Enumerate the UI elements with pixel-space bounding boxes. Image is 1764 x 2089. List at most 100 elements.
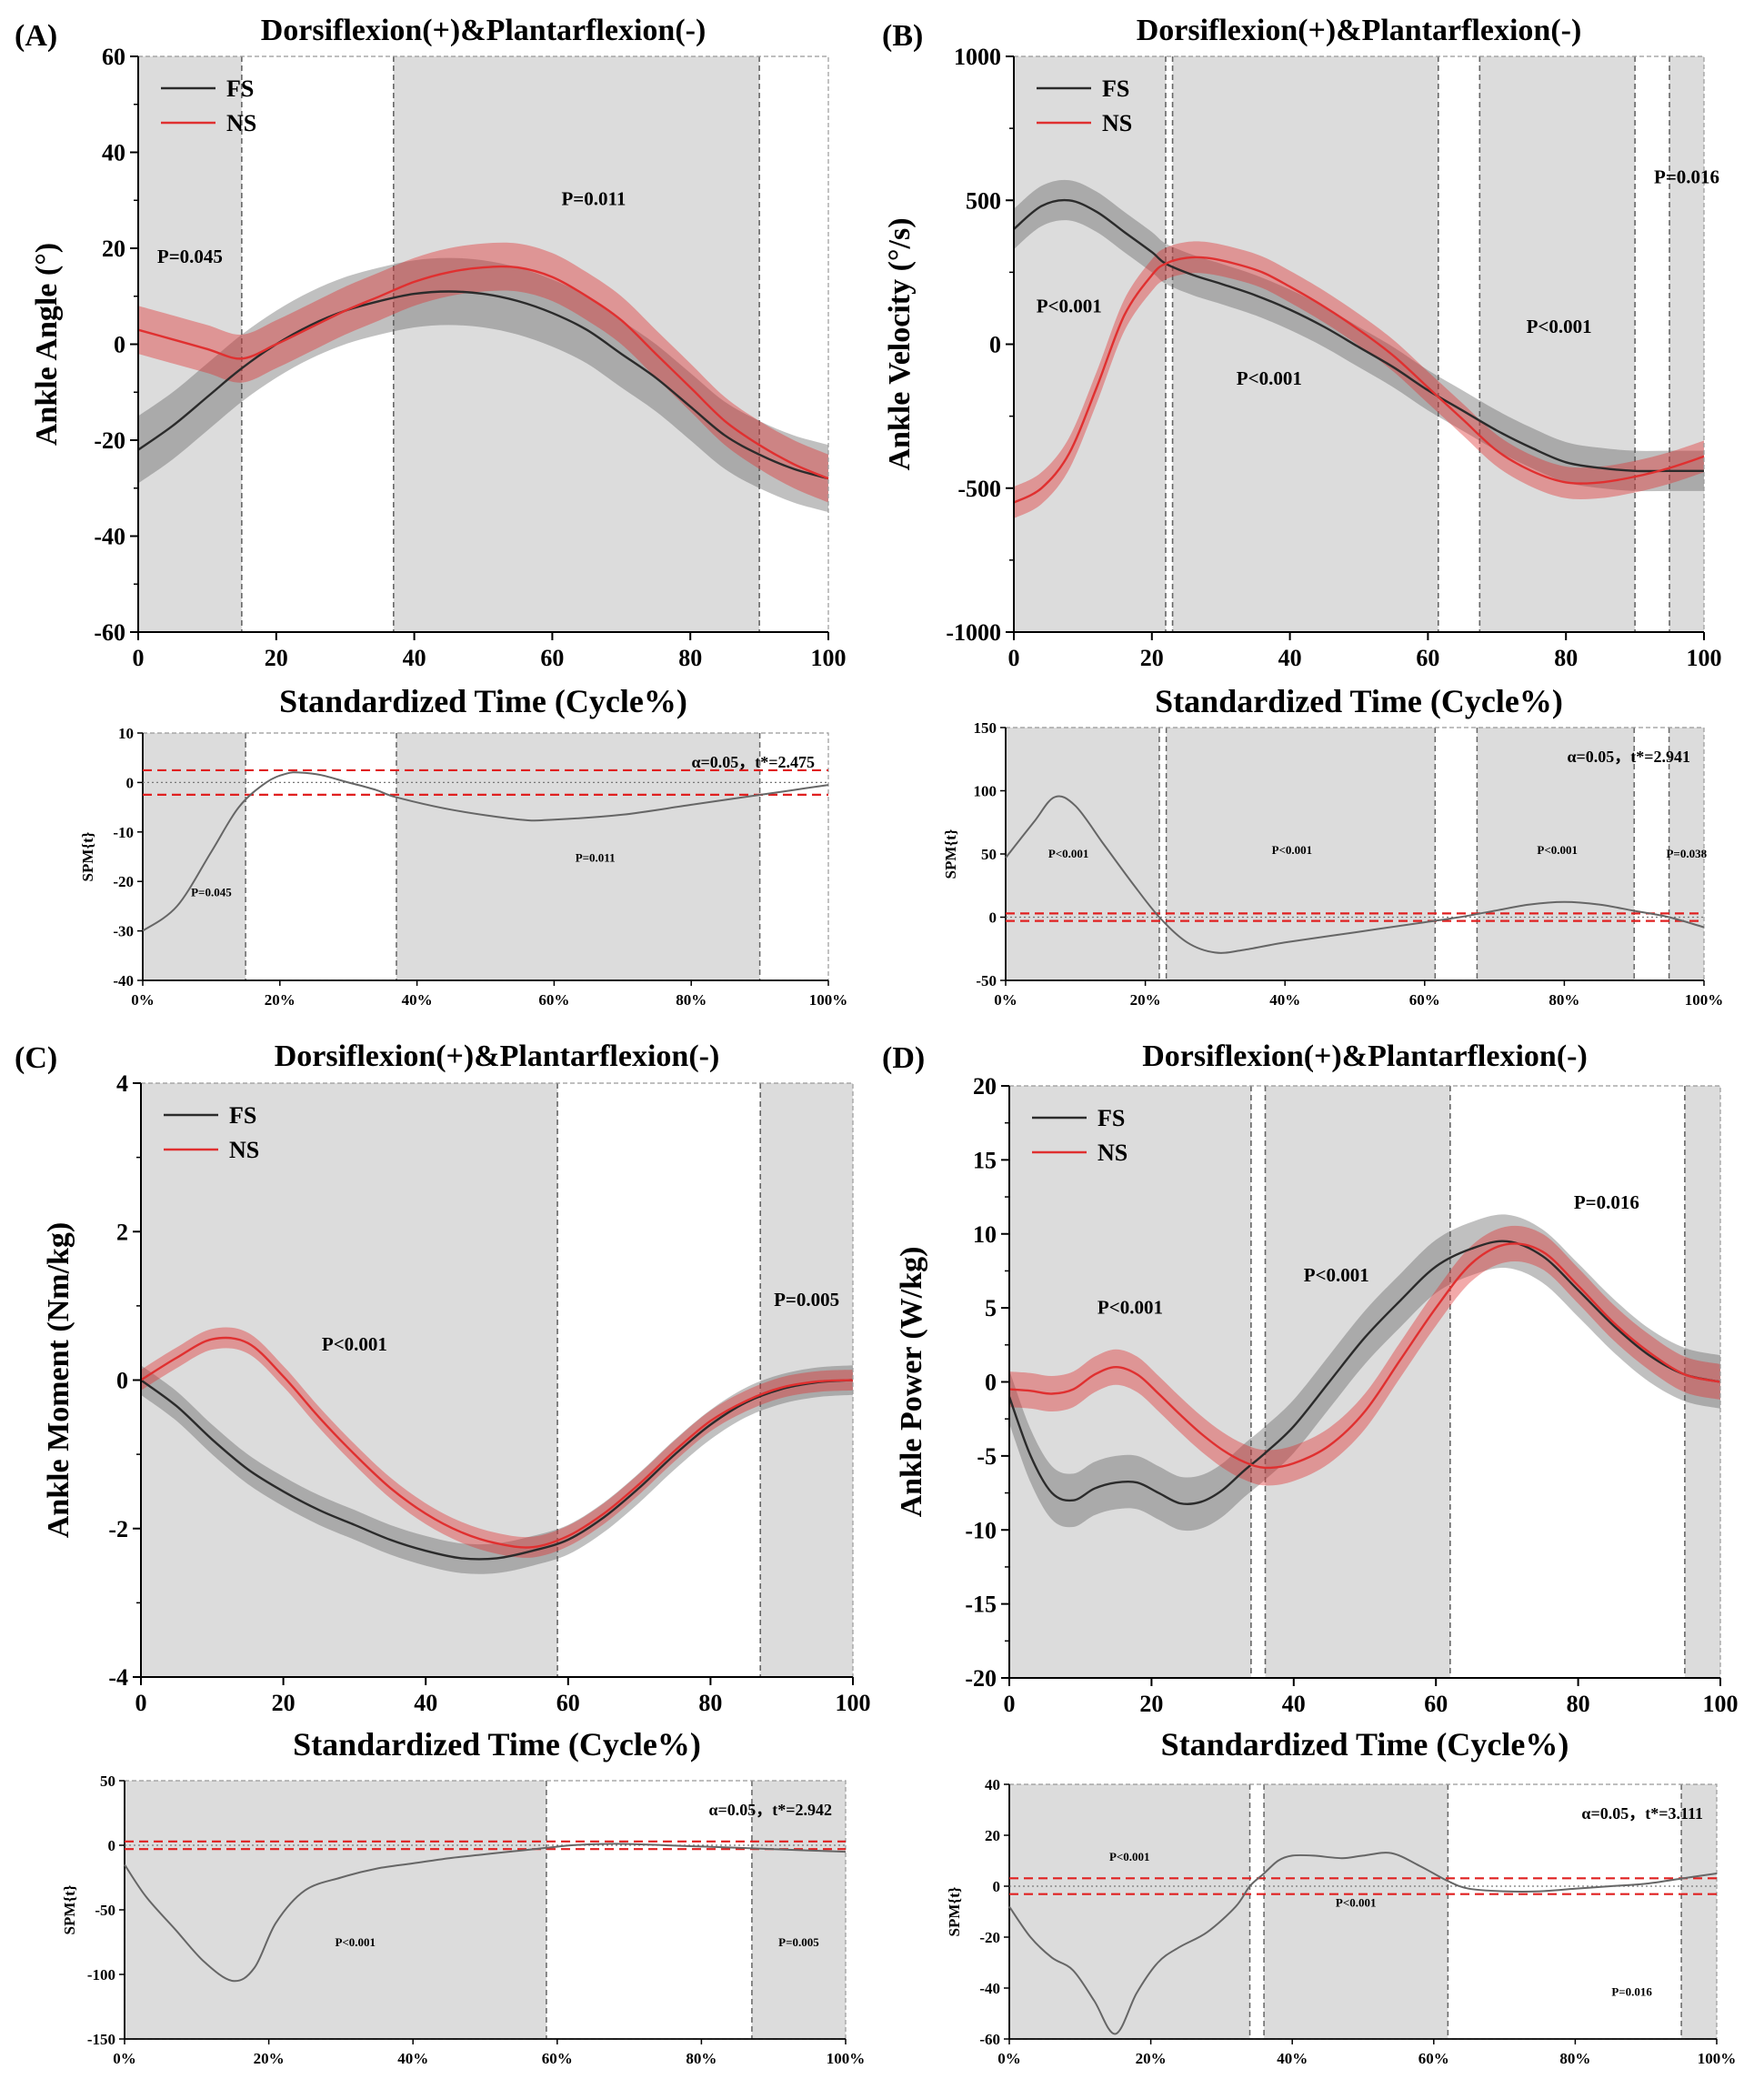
spm-significance-region [1477, 728, 1635, 980]
y-axis-label: Ankle Power (W/kg) [895, 1247, 928, 1518]
spm-threshold-annotation: α=0.05，t*=2.941 [1567, 748, 1690, 766]
x-tick-label: 60 [1424, 1691, 1448, 1717]
x-axis-label: Standardized Time (Cycle%) [1161, 1726, 1569, 1763]
spm-p-value-label: P=0.005 [778, 1935, 819, 1949]
p-value-label: P<0.001 [1304, 1264, 1369, 1286]
spm-significance-region [1166, 728, 1436, 980]
series-line-ns [140, 1336, 854, 1549]
p-value-label: P<0.001 [322, 1333, 387, 1355]
spm-t-curve [124, 1843, 847, 1983]
y-tick-label: -2 [108, 1516, 128, 1542]
y-tick-label: -20 [965, 1665, 997, 1692]
x-tick-label: 80 [698, 1690, 722, 1716]
legend-label-ns: NS [229, 1137, 259, 1163]
spm-p-value-label: P<0.001 [1109, 1850, 1150, 1863]
chart-title: Dorsiflexion(+)&Plantarflexion(-) [261, 14, 707, 47]
spm-significance-region [751, 1781, 846, 2039]
spm-y-tick-label: -100 [87, 1966, 115, 1984]
spm-threshold-annotation: α=0.05，t*=2.942 [708, 1801, 832, 1819]
series-line-ns [1013, 256, 1705, 504]
significance-region [1669, 56, 1704, 632]
spm-significance-region [1681, 1784, 1717, 2039]
panel-label: (B) [882, 19, 923, 53]
x-tick-label: 80 [678, 645, 702, 671]
x-tick-label: 80 [1567, 1691, 1590, 1717]
spm-y-tick-label: -150 [87, 2031, 115, 2048]
spm-y-tick-label: -60 [979, 2031, 1000, 2048]
y-tick-label: 5 [985, 1295, 997, 1321]
x-tick-label: 0 [1008, 645, 1020, 671]
x-tick-label: 20 [272, 1690, 296, 1716]
x-tick-label: 100 [811, 645, 847, 671]
spm-x-tick-label: 40% [397, 2050, 428, 2067]
x-tick-label: 0 [133, 645, 145, 671]
panel-c: 0 20 40 60 80 100 -4 -2 0 2 4 (C) Dorsiflexion(+)&Pl… [15, 1039, 871, 2067]
x-tick-label: 60 [556, 1690, 580, 1716]
series-line-fs [1007, 1240, 1721, 1506]
p-value-label: P<0.001 [1097, 1297, 1163, 1319]
spm-threshold-annotation: α=0.05，t*=2.475 [691, 753, 815, 771]
spm-y-tick-label: 0 [993, 1878, 1001, 1895]
spm-significance-region [1669, 728, 1704, 980]
legend-label-fs: FS [226, 75, 254, 102]
spm-p-value-label: P<0.001 [335, 1935, 376, 1949]
spm-y-tick-label: -50 [95, 1902, 115, 1919]
x-tick-label: 20 [265, 645, 288, 671]
spm-x-tick-label: 40% [1269, 991, 1300, 1009]
spm-y-tick-label: -20 [979, 1929, 1000, 1946]
x-tick-label: 0 [135, 1690, 147, 1716]
legend-label-ns: NS [1097, 1140, 1128, 1166]
panel-label: (A) [15, 19, 57, 53]
sd-band-fs [1009, 1214, 1720, 1532]
spm-p-value-label: P=0.045 [191, 886, 232, 899]
spm-p-value-label: P<0.001 [1272, 843, 1313, 857]
spm-x-tick-label: 20% [254, 2050, 285, 2067]
significance-region [141, 1083, 558, 1677]
spm-y-tick-label: 10 [118, 725, 134, 742]
spm-x-tick-label: 40% [1277, 2050, 1308, 2067]
y-tick-label: -500 [957, 476, 1001, 502]
spm-significance-region [1009, 1784, 1250, 2039]
y-tick-label: 2 [116, 1219, 128, 1245]
y-tick-label: 0 [114, 332, 125, 358]
y-tick-label: -15 [965, 1592, 997, 1618]
legend-label-ns: NS [1102, 110, 1132, 136]
y-tick-label: 1000 [954, 44, 1001, 70]
spm-x-tick-label: 40% [402, 991, 433, 1009]
spm-significance-region [396, 733, 760, 980]
x-tick-label: 100 [1703, 1691, 1739, 1717]
legend-label-fs: FS [1097, 1105, 1125, 1131]
spm-significance-region [125, 1781, 546, 2039]
spm-t-curve [1005, 795, 1705, 954]
series-line-ns [1008, 1242, 1721, 1470]
x-tick-label: 60 [540, 645, 564, 671]
spm-y-tick-label: -40 [113, 972, 134, 989]
spm-x-tick-label: 0% [994, 991, 1017, 1009]
y-tick-label: 20 [102, 236, 125, 262]
significance-region [1014, 56, 1166, 632]
spm-y-tick-label: 40 [985, 1776, 1000, 1793]
spm-y-tick-label: -10 [113, 824, 134, 841]
spm-x-tick-label: 0% [113, 2050, 136, 2067]
y-tick-label: 10 [973, 1221, 997, 1248]
chart-title: Dorsiflexion(+)&Plantarflexion(-) [1137, 14, 1582, 47]
y-tick-label: 40 [102, 140, 125, 166]
spm-x-tick-label: 80% [1559, 2050, 1590, 2067]
sd-band-ns [138, 242, 828, 503]
chart-title: Dorsiflexion(+)&Plantarflexion(-) [275, 1039, 720, 1073]
spm-x-tick-label: 100% [1698, 2050, 1737, 2067]
spm-y-tick-label: -50 [976, 972, 997, 989]
spm-p-value-label: P<0.001 [1336, 1895, 1377, 1909]
spm-t-curve [142, 771, 829, 932]
p-value-label: P<0.001 [1037, 296, 1102, 317]
spm-x-tick-label: 60% [1418, 2050, 1449, 2067]
spm-y-tick-label: -40 [979, 1980, 1000, 1997]
spm-x-tick-label: 80% [1549, 991, 1579, 1009]
spm-threshold-annotation: α=0.05，t*=3.111 [1581, 1804, 1703, 1823]
y-tick-label: 60 [102, 44, 125, 70]
spm-p-value-label: P=0.016 [1611, 1984, 1652, 1998]
significance-region [1479, 56, 1636, 632]
spm-x-tick-label: 0% [997, 2050, 1021, 2067]
